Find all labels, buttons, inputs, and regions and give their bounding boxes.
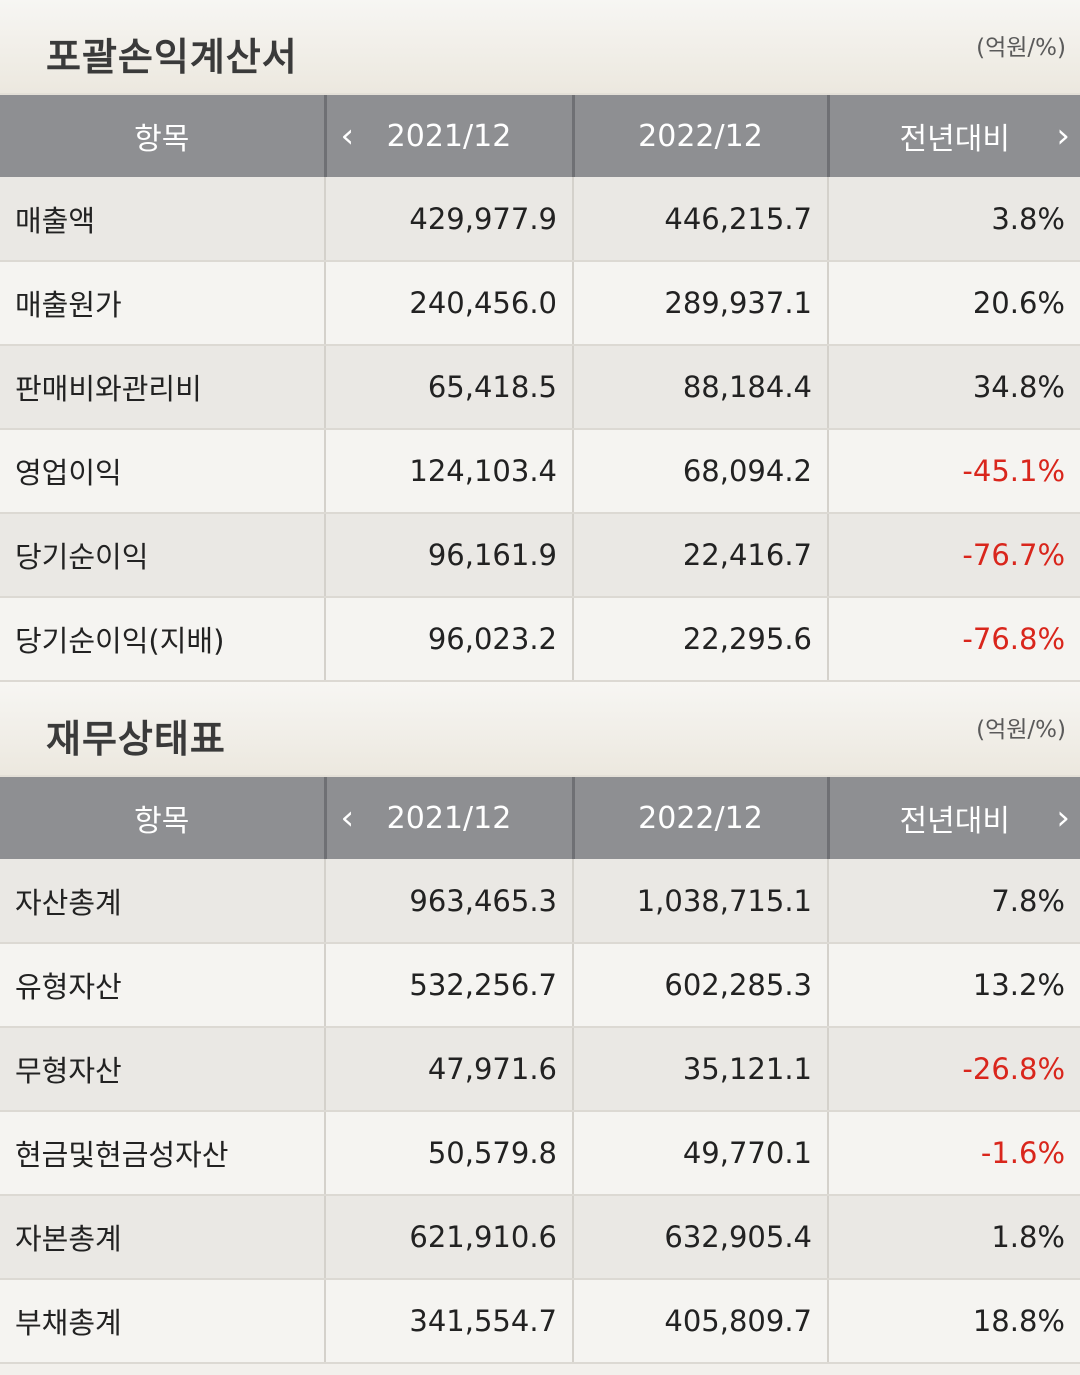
value-2021: 65,418.5	[325, 345, 574, 430]
value-yoy: 1.8%	[828, 1195, 1080, 1280]
value-2021: 96,023.2	[325, 597, 574, 682]
header-2022: 2022/12	[573, 777, 830, 859]
value-2022: 35,121.1	[573, 1027, 829, 1112]
value-2022: 22,295.6	[573, 597, 829, 682]
value-2021: 96,161.9	[325, 513, 574, 598]
header-2021: ‹ 2021/12	[325, 777, 575, 859]
row-item: 매출원가	[0, 261, 326, 346]
value-2021: 124,103.4	[325, 429, 574, 514]
row-item: 당기순이익	[0, 513, 326, 598]
unit-label: (억원/%)	[976, 35, 1066, 61]
table-row: 매출액 429,977.9 446,215.7 3.8%	[0, 177, 1080, 262]
value-2021: 621,910.6	[325, 1195, 574, 1280]
value-2021: 240,456.0	[325, 261, 574, 346]
value-2021: 532,256.7	[325, 943, 574, 1028]
value-2021: 341,554.7	[325, 1279, 574, 1364]
row-item: 현금및현금성자산	[0, 1111, 326, 1196]
row-item: 자본총계	[0, 1195, 326, 1280]
value-2021: 963,465.3	[325, 859, 574, 944]
table-row: 유형자산 532,256.7 602,285.3 13.2%	[0, 943, 1080, 1028]
value-yoy: 20.6%	[828, 261, 1080, 346]
table-row: 당기순이익(지배) 96,023.2 22,295.6 -76.8%	[0, 597, 1080, 682]
value-yoy: -26.8%	[828, 1027, 1080, 1112]
value-yoy: 7.8%	[828, 859, 1080, 944]
value-yoy: -76.8%	[828, 597, 1080, 682]
row-item: 판매비와관리비	[0, 345, 326, 430]
value-2021: 47,971.6	[325, 1027, 574, 1112]
value-2022: 88,184.4	[573, 345, 829, 430]
chevron-left-icon[interactable]: ‹	[340, 798, 355, 838]
value-yoy: -76.7%	[828, 513, 1080, 598]
header-2021: ‹ 2021/12	[325, 95, 575, 177]
value-2022: 1,038,715.1	[573, 859, 829, 944]
table-row: 현금및현금성자산 50,579.8 49,770.1 -1.6%	[0, 1111, 1080, 1196]
table-row: 당기순이익 96,161.9 22,416.7 -76.7%	[0, 513, 1080, 598]
value-2021: 429,977.9	[325, 177, 574, 262]
table-row: 자본총계 621,910.6 632,905.4 1.8%	[0, 1195, 1080, 1280]
table-row: 매출원가 240,456.0 289,937.1 20.6%	[0, 261, 1080, 346]
income-statement-header: 포괄손익계산서 (억원/%)	[0, 0, 1080, 95]
row-item: 무형자산	[0, 1027, 326, 1112]
row-item: 매출액	[0, 177, 326, 262]
table-row: 판매비와관리비 65,418.5 88,184.4 34.8%	[0, 345, 1080, 430]
header-item: 항목	[0, 95, 327, 177]
row-item: 당기순이익(지배)	[0, 597, 326, 682]
value-yoy: 18.8%	[828, 1279, 1080, 1364]
table-row: 영업이익 124,103.4 68,094.2 -45.1%	[0, 429, 1080, 514]
value-2022: 22,416.7	[573, 513, 829, 598]
value-2022: 405,809.7	[573, 1279, 829, 1364]
value-yoy: -45.1%	[828, 429, 1080, 514]
chevron-right-icon[interactable]: ›	[1056, 116, 1070, 156]
row-item: 유형자산	[0, 943, 326, 1028]
value-2022: 446,215.7	[573, 177, 829, 262]
income-statement-table: 항목 ‹ 2021/12 2022/12 전년대비 › 매출액 429,977.…	[0, 95, 1080, 682]
table-row: 부채총계 341,554.7 405,809.7 18.8%	[0, 1279, 1080, 1364]
table-row: 무형자산 47,971.6 35,121.1 -26.8%	[0, 1027, 1080, 1112]
value-2022: 49,770.1	[573, 1111, 829, 1196]
table-header-row: 항목 ‹ 2021/12 2022/12 전년대비 ›	[0, 777, 1080, 859]
row-item: 영업이익	[0, 429, 326, 514]
table-header-row: 항목 ‹ 2021/12 2022/12 전년대비 ›	[0, 95, 1080, 177]
row-item: 자산총계	[0, 859, 326, 944]
value-2022: 632,905.4	[573, 1195, 829, 1280]
header-yoy: 전년대비 ›	[828, 777, 1080, 859]
value-2022: 68,094.2	[573, 429, 829, 514]
chevron-left-icon[interactable]: ‹	[340, 116, 355, 156]
header-2022: 2022/12	[573, 95, 830, 177]
value-yoy: 3.8%	[828, 177, 1080, 262]
section-title: 포괄손익계산서	[46, 35, 298, 79]
chevron-right-icon[interactable]: ›	[1056, 798, 1070, 838]
row-item: 부채총계	[0, 1279, 326, 1364]
unit-label: (억원/%)	[976, 717, 1066, 743]
balance-sheet-table: 항목 ‹ 2021/12 2022/12 전년대비 › 자산총계 963,465…	[0, 777, 1080, 1364]
value-yoy: 34.8%	[828, 345, 1080, 430]
balance-sheet-header: 재무상태표 (억원/%)	[0, 682, 1080, 777]
value-yoy: 13.2%	[828, 943, 1080, 1028]
header-yoy: 전년대비 ›	[828, 95, 1080, 177]
value-2022: 289,937.1	[573, 261, 829, 346]
value-2021: 50,579.8	[325, 1111, 574, 1196]
value-2022: 602,285.3	[573, 943, 829, 1028]
section-title: 재무상태표	[46, 717, 226, 761]
table-row: 자산총계 963,465.3 1,038,715.1 7.8%	[0, 859, 1080, 944]
value-yoy: -1.6%	[828, 1111, 1080, 1196]
header-item: 항목	[0, 777, 327, 859]
